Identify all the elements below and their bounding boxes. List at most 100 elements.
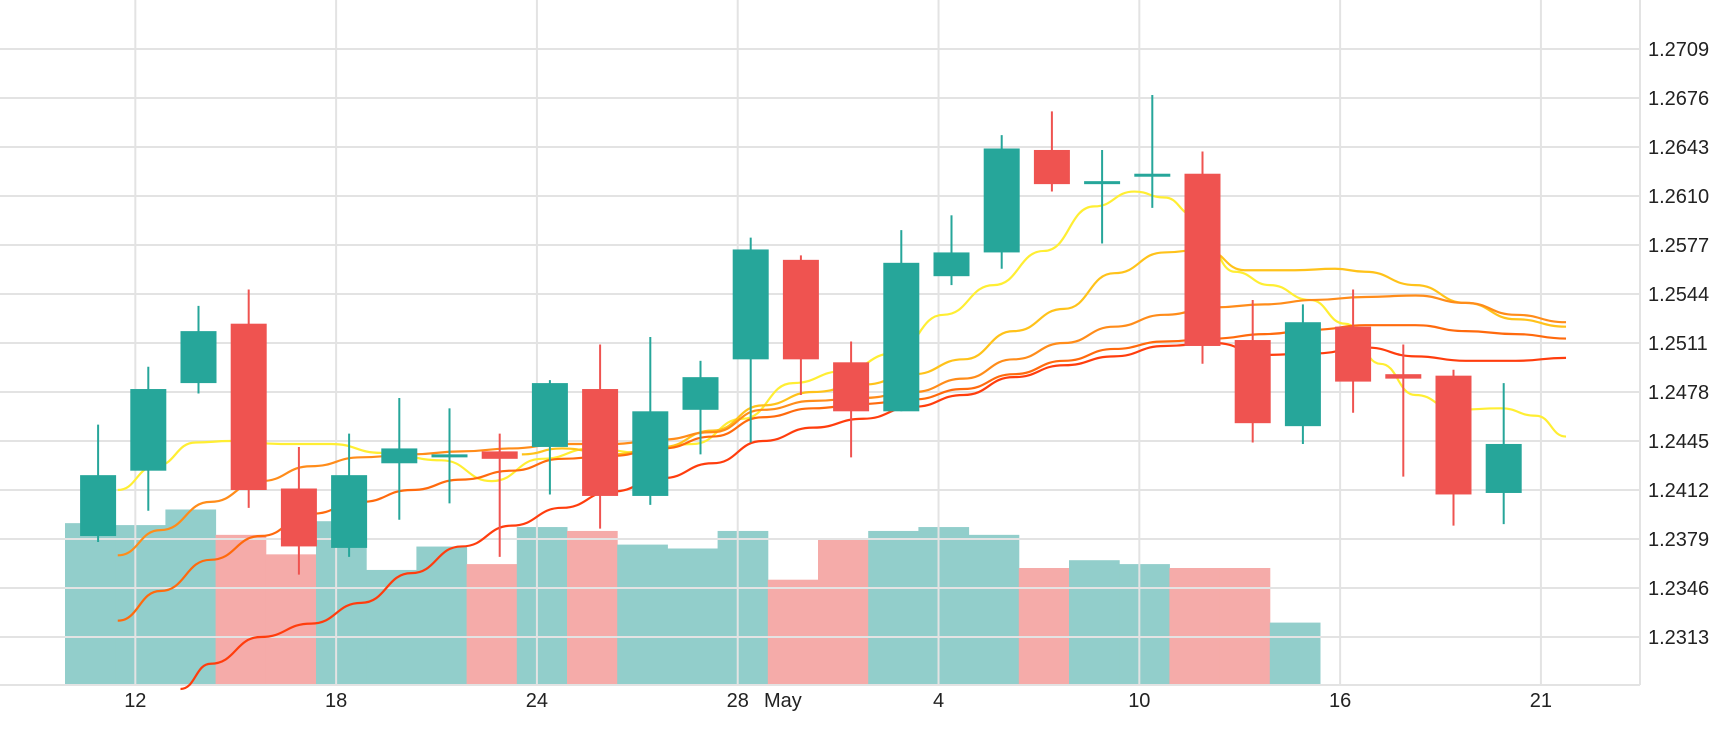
candle-body [1385,374,1422,379]
candle-body [531,383,568,447]
candle-body [632,411,669,496]
candle[interactable] [80,424,117,542]
y-tick-label: 1.2676 [1648,88,1709,110]
volume-bar [767,579,819,685]
candle-body [983,148,1020,253]
volume-bar [1269,622,1321,685]
candle-body [833,362,870,412]
candle[interactable] [331,433,368,557]
volume-bar [818,538,869,685]
candle-body [582,389,619,496]
x-tick-label: 4 [933,690,944,712]
y-tick-label: 1.2412 [1648,480,1709,502]
y-tick-label: 1.2709 [1648,39,1709,61]
volume-bar [717,530,769,685]
candle[interactable] [180,305,217,394]
y-tick-label: 1.2346 [1648,578,1709,600]
candle-body [732,249,769,360]
candle[interactable] [682,360,719,455]
candle[interactable] [1184,151,1221,364]
candle[interactable] [280,446,317,575]
candle-body [782,259,819,360]
y-tick-label: 1.2643 [1648,137,1709,159]
candle-body [280,488,317,547]
candle[interactable] [732,237,769,443]
volume-bar [918,527,970,685]
volume-bar [1018,568,1070,685]
volume-bar [265,554,317,685]
candle[interactable] [883,230,920,412]
volume-bar [968,534,1020,685]
y-tick-label: 1.2478 [1648,382,1709,404]
candle[interactable] [1335,289,1372,413]
moving-average-line-2 [521,248,1567,456]
y-tick-label: 1.2313 [1648,627,1709,649]
volume-bar [165,509,217,685]
volume-bar [65,523,116,685]
candle[interactable] [1385,344,1422,477]
candle-body [431,454,468,458]
y-tick-label: 1.2577 [1648,235,1709,257]
candle[interactable] [1435,369,1472,526]
candle-body [1335,326,1372,382]
candle[interactable] [230,289,267,508]
candle-body [1284,322,1321,427]
candle-body [682,377,719,410]
candle[interactable] [481,433,518,557]
candle[interactable] [130,366,167,511]
candle-body [1134,173,1171,177]
candle[interactable] [983,135,1020,269]
candle-body [80,475,117,537]
candle-body [1234,340,1271,424]
candle-body [1033,149,1070,185]
candle[interactable] [431,408,468,504]
candle-body [1084,181,1121,185]
candle[interactable] [1084,149,1121,244]
x-tick-label: 16 [1329,690,1351,712]
candle-body [481,451,518,459]
x-tick-label: 10 [1128,690,1150,712]
candle[interactable] [531,380,568,495]
volume-bar [366,569,417,685]
candle-body [381,448,418,464]
volume-bar [1169,568,1221,685]
volume-bar [1219,568,1271,685]
volume-bar [567,530,618,685]
volume-layer [65,509,1321,685]
candle[interactable] [933,215,970,286]
y-tick-label: 1.2445 [1648,431,1709,453]
y-tick-label: 1.2511 [1648,333,1708,355]
y-axis: 1.2709 1.2676 1.2643 1.2610 1.2577 1.2544 1.25… [1648,39,1709,649]
volume-bar [516,527,568,685]
candle[interactable] [1234,299,1271,443]
candles-layer[interactable] [80,95,1522,575]
candle[interactable] [1284,304,1321,444]
candle[interactable] [833,341,870,458]
candle[interactable] [1033,111,1070,192]
candle[interactable] [1485,383,1522,525]
y-tick-label: 1.2379 [1648,529,1709,551]
candle[interactable] [782,255,819,395]
candle-body [1435,375,1472,495]
x-tick-label: 24 [526,690,548,712]
y-tick-label: 1.2544 [1648,284,1709,306]
candle-body [230,323,267,490]
volume-bar [466,564,518,685]
volume-bar [868,530,919,685]
x-tick-label: 28 [727,690,749,712]
volume-bar [1069,560,1120,685]
x-axis: 12 18 24 28 May 4 10 16 21 [124,690,1552,712]
candle-body [130,389,167,471]
candle-body [331,475,368,548]
candle[interactable] [1134,95,1171,208]
candle-body [180,331,217,384]
x-tick-label: 18 [325,690,347,712]
volume-bar [667,548,719,685]
volume-bar [1119,564,1170,685]
volume-bar [617,544,668,685]
candle[interactable] [381,397,418,520]
candle[interactable] [632,337,669,505]
candle[interactable] [582,344,619,529]
